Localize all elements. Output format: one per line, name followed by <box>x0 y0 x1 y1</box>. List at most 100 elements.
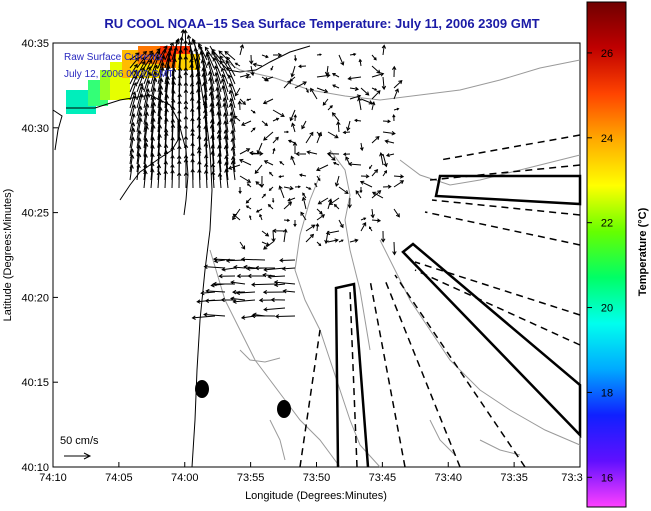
current-vector <box>384 139 395 144</box>
current-vector <box>263 307 286 312</box>
current-vector <box>157 98 163 125</box>
current-vector <box>129 113 136 133</box>
current-vector <box>157 85 164 109</box>
current-vector <box>164 108 169 133</box>
current-vector <box>157 45 168 61</box>
y-tick-label: 40:25 <box>21 208 49 220</box>
current-vector <box>150 168 155 189</box>
current-vector <box>298 173 307 177</box>
current-vector <box>382 169 388 177</box>
current-vector <box>203 169 209 189</box>
current-vector <box>157 77 164 101</box>
current-vector <box>228 89 236 109</box>
current-vector <box>381 76 387 91</box>
current-vector <box>233 265 246 270</box>
current-vector <box>234 87 241 97</box>
x-tick-label: 73:3 <box>561 472 582 484</box>
figure-title: RU COOL NOAA–15 Sea Surface Temperature:… <box>104 16 539 31</box>
current-vector <box>305 87 309 94</box>
current-vector <box>331 73 340 78</box>
current-vector <box>230 296 246 301</box>
current-vector <box>371 168 379 177</box>
current-vector <box>230 160 236 181</box>
current-vector <box>327 238 339 243</box>
current-vector <box>360 87 370 96</box>
current-vector <box>359 142 364 152</box>
map-layer: Raw Surface Currents July 12, 2006 0000 … <box>52 28 582 468</box>
current-vector <box>333 203 340 210</box>
colorbar-tick-label: 16 <box>601 472 613 484</box>
current-vector <box>143 121 149 141</box>
current-vector <box>157 55 166 77</box>
current-vector <box>238 186 242 195</box>
current-vector <box>314 182 318 188</box>
current-vector <box>136 152 142 173</box>
current-vector <box>136 117 143 141</box>
y-tick-label: 40:15 <box>21 377 49 389</box>
current-vector <box>212 256 236 262</box>
current-vector <box>219 55 229 69</box>
current-vector <box>129 104 137 125</box>
current-vector <box>208 70 215 93</box>
overlay-line-1: Raw Surface Currents <box>64 52 162 63</box>
current-vector <box>279 258 296 263</box>
current-vector <box>220 67 229 85</box>
current-vector <box>369 164 373 170</box>
colorbar-tick-label: 20 <box>601 303 613 315</box>
current-vector <box>229 97 236 117</box>
current-vector <box>282 288 296 294</box>
current-vector <box>222 102 229 125</box>
current-vector <box>143 142 149 165</box>
current-vector <box>393 80 403 89</box>
current-vector <box>143 137 149 157</box>
current-vector <box>239 158 252 166</box>
current-vector <box>220 78 229 101</box>
current-vector <box>302 192 307 199</box>
current-vector <box>371 90 381 100</box>
current-vector <box>349 238 359 243</box>
current-vector <box>270 65 274 71</box>
current-vector <box>129 52 140 61</box>
current-vector <box>225 59 236 77</box>
current-vector <box>338 186 349 194</box>
current-vector <box>287 139 296 144</box>
colorbar <box>586 1 627 508</box>
current-vector <box>157 61 165 85</box>
current-vector <box>210 170 216 189</box>
current-vector <box>393 174 405 179</box>
current-vector <box>224 50 236 61</box>
mooring-marker <box>277 400 291 418</box>
current-vector <box>150 124 156 149</box>
current-vector <box>317 197 329 205</box>
current-vector <box>392 241 397 256</box>
current-vector <box>371 72 385 78</box>
colorbar-label: Temperature (°C) <box>637 207 649 296</box>
current-vector <box>249 150 263 156</box>
current-vector <box>305 224 316 232</box>
current-vector <box>379 152 384 166</box>
current-vector <box>272 136 279 144</box>
current-vector <box>324 65 330 77</box>
x-axis-label: Longitude (Degrees:Minutes) <box>245 490 387 502</box>
current-vector <box>369 226 373 232</box>
current-vector <box>349 86 360 91</box>
current-vector <box>358 58 363 67</box>
current-vector <box>252 62 263 67</box>
current-vector <box>129 127 136 149</box>
current-vector <box>360 174 370 179</box>
current-vector <box>267 204 274 210</box>
scale-arrow-icon <box>64 452 92 460</box>
current-vector <box>136 74 144 93</box>
current-vector <box>164 41 174 61</box>
current-vector <box>272 109 285 117</box>
current-vector <box>370 208 375 219</box>
current-vector <box>306 150 318 155</box>
x-tick-label: 74:05 <box>105 472 133 484</box>
current-vector <box>310 87 318 100</box>
current-vector <box>371 218 382 223</box>
current-vector <box>250 65 255 77</box>
current-vector <box>294 81 307 89</box>
current-vector <box>129 63 138 77</box>
current-vector <box>293 220 297 228</box>
colorbar-tick-label: 26 <box>601 48 613 60</box>
